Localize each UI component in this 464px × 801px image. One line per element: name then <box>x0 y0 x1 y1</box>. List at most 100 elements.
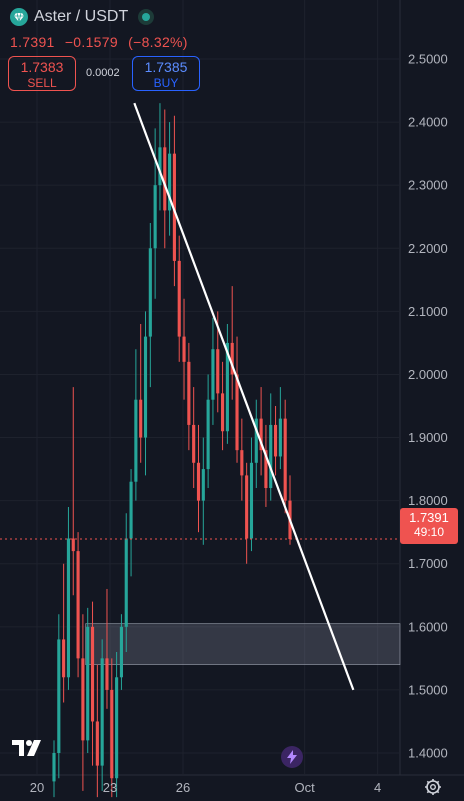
candle <box>134 349 138 501</box>
candle <box>283 399 287 514</box>
candle-body <box>95 721 99 766</box>
candle-body <box>206 399 210 470</box>
candle <box>163 109 167 249</box>
buy-label: BUY <box>153 76 179 90</box>
x-tick-label: 20 <box>30 780 44 795</box>
trendline[interactable] <box>133 102 355 691</box>
candle <box>182 298 186 400</box>
y-tick-label: 1.4000 <box>408 746 448 761</box>
candle <box>172 115 176 287</box>
buy-button[interactable]: 1.7385 BUY <box>132 56 200 91</box>
candle <box>105 588 109 709</box>
candle <box>225 323 229 444</box>
candle <box>269 393 273 501</box>
sell-label: SELL <box>27 76 57 90</box>
market-open-dot-icon <box>138 9 155 25</box>
candle-body <box>153 185 157 249</box>
candle-body <box>52 753 56 782</box>
candle-body <box>235 374 239 451</box>
candle-body <box>172 153 176 261</box>
candle <box>245 462 249 564</box>
candle <box>288 475 292 545</box>
candle <box>52 740 56 798</box>
candle-body <box>57 639 61 753</box>
candle-body <box>278 418 282 457</box>
candle <box>95 664 99 798</box>
candle <box>259 387 263 476</box>
sell-price: 1.7383 <box>20 59 64 75</box>
y-tick-label: 1.7000 <box>408 556 448 571</box>
symbol-name: Aster / USDT <box>34 8 129 25</box>
last-price: 1.7391 <box>10 34 55 50</box>
candle <box>90 601 95 766</box>
candle <box>100 639 104 791</box>
candle-body <box>225 342 229 432</box>
candle-body <box>254 418 258 463</box>
candle-body <box>66 538 71 678</box>
candle <box>196 424 201 533</box>
candle-body <box>216 349 220 394</box>
candle-body <box>211 349 215 400</box>
x-tick-label: 23 <box>103 780 117 795</box>
candle <box>211 317 215 425</box>
candle-body <box>245 475 249 539</box>
candle <box>86 607 90 753</box>
gear-icon[interactable] <box>424 778 442 801</box>
aster-logo-icon <box>10 8 28 26</box>
chart-header: Aster / USDT 1.7391 −0.1579 (−8.32%) 1.7… <box>0 0 400 100</box>
candle <box>264 424 268 507</box>
candle <box>206 374 210 489</box>
spread-value: 0.0002 <box>86 67 120 79</box>
candle-body <box>192 424 196 463</box>
candle <box>57 614 61 779</box>
candle-body <box>264 450 268 489</box>
candle <box>76 532 80 678</box>
candle <box>235 336 239 463</box>
candle-body <box>283 418 287 501</box>
candle-body <box>119 626 123 678</box>
candle-body <box>230 342 234 375</box>
candle-body <box>139 399 143 438</box>
candle <box>168 122 172 236</box>
candle-body <box>115 677 119 779</box>
candle-body <box>158 147 162 186</box>
support-zone[interactable] <box>85 623 401 665</box>
candle <box>110 658 114 798</box>
candle <box>249 437 254 552</box>
sell-button[interactable]: 1.7383 SELL <box>8 56 76 91</box>
candle-body <box>168 153 172 211</box>
y-tick-label: 1.5000 <box>408 682 448 697</box>
candle-body <box>110 689 114 779</box>
candle <box>62 563 66 703</box>
candle-body <box>76 551 80 659</box>
candle <box>81 614 85 791</box>
candle-body <box>182 336 186 362</box>
y-tick-label: 2.5000 <box>408 52 448 67</box>
x-tick-label: 4 <box>374 780 381 795</box>
quote-line: 1.7391 −0.1579 (−8.32%) <box>10 34 194 50</box>
y-tick-label: 2.2000 <box>408 241 448 256</box>
candle <box>158 103 162 211</box>
price-change-percent: (−8.32%) <box>128 34 188 50</box>
candle-body <box>187 361 191 425</box>
candle-body <box>129 481 133 539</box>
candle <box>254 399 258 489</box>
symbol-row[interactable]: Aster / USDT <box>10 8 155 26</box>
candle-body <box>81 658 85 741</box>
candle-body <box>86 626 90 741</box>
candle <box>192 387 196 489</box>
last-price-tag: 1.7391 49:10 <box>400 508 458 544</box>
candle-body <box>240 450 244 476</box>
y-tick-label: 1.8000 <box>408 493 448 508</box>
candle-body <box>163 147 167 211</box>
y-tick-label: 1.6000 <box>408 619 448 634</box>
candle-body <box>100 658 104 766</box>
candle <box>240 418 244 501</box>
bolt-icon[interactable] <box>281 746 303 768</box>
y-tick-label: 2.4000 <box>408 115 448 130</box>
candle <box>139 323 143 463</box>
candle-body <box>177 260 181 337</box>
tradingview-logo-icon[interactable] <box>12 738 46 763</box>
candle-body <box>62 639 66 678</box>
